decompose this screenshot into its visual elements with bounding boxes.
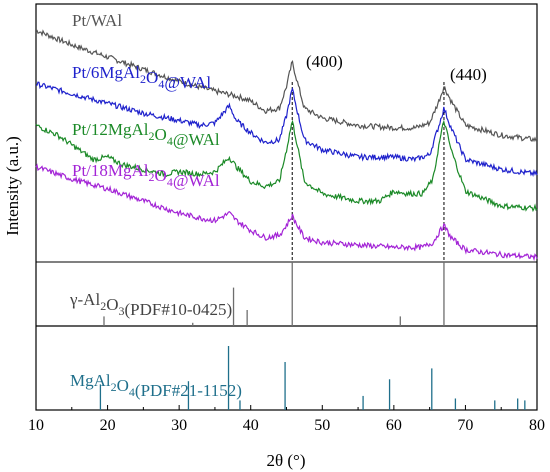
series-label: Pt/12MgAl2O4@WAl xyxy=(72,120,220,149)
peak-annotation: (400) xyxy=(306,52,343,71)
peak-guide-lines xyxy=(291,82,445,262)
series-line xyxy=(36,81,538,178)
series-line xyxy=(35,163,538,262)
x-tick-label: 20 xyxy=(100,417,116,434)
x-tick-label: 40 xyxy=(243,417,259,434)
x-tick-label: 60 xyxy=(386,417,402,434)
y-axis-label: Intensity (a.u.) xyxy=(3,136,22,236)
series-line xyxy=(36,29,538,143)
reference-patterns: γ-Al2O3(PDF#10-0425) MgAl2O4(PDF#21-1152) xyxy=(69,262,526,410)
reference-label: MgAl2O4(PDF#21-1152) xyxy=(70,371,242,400)
series-label: Pt/WAl xyxy=(72,11,122,30)
series-line xyxy=(35,119,538,213)
series-label: Pt/18MgAl2O4@WAl xyxy=(72,161,220,190)
axes: 10 20 30 40 50 60 70 80 xyxy=(28,405,545,434)
x-tick-label: 50 xyxy=(314,417,330,434)
series-label: Pt/6MgAl2O4@WAl xyxy=(72,63,211,92)
series-labels: Pt/WAl Pt/6MgAl2O4@WAl Pt/12MgAl2O4@WAl Pt/… xyxy=(72,11,487,190)
x-tick-label: 70 xyxy=(457,417,473,434)
x-tick-label: 10 xyxy=(28,417,44,434)
reference-label: γ-Al2O3(PDF#10-0425) xyxy=(69,290,232,319)
x-tick-label: 30 xyxy=(171,417,187,434)
x-tick-label: 80 xyxy=(529,417,545,434)
peak-annotation: (440) xyxy=(450,65,487,84)
series-layer xyxy=(35,29,538,262)
x-axis-label: 2θ (°) xyxy=(266,451,305,470)
